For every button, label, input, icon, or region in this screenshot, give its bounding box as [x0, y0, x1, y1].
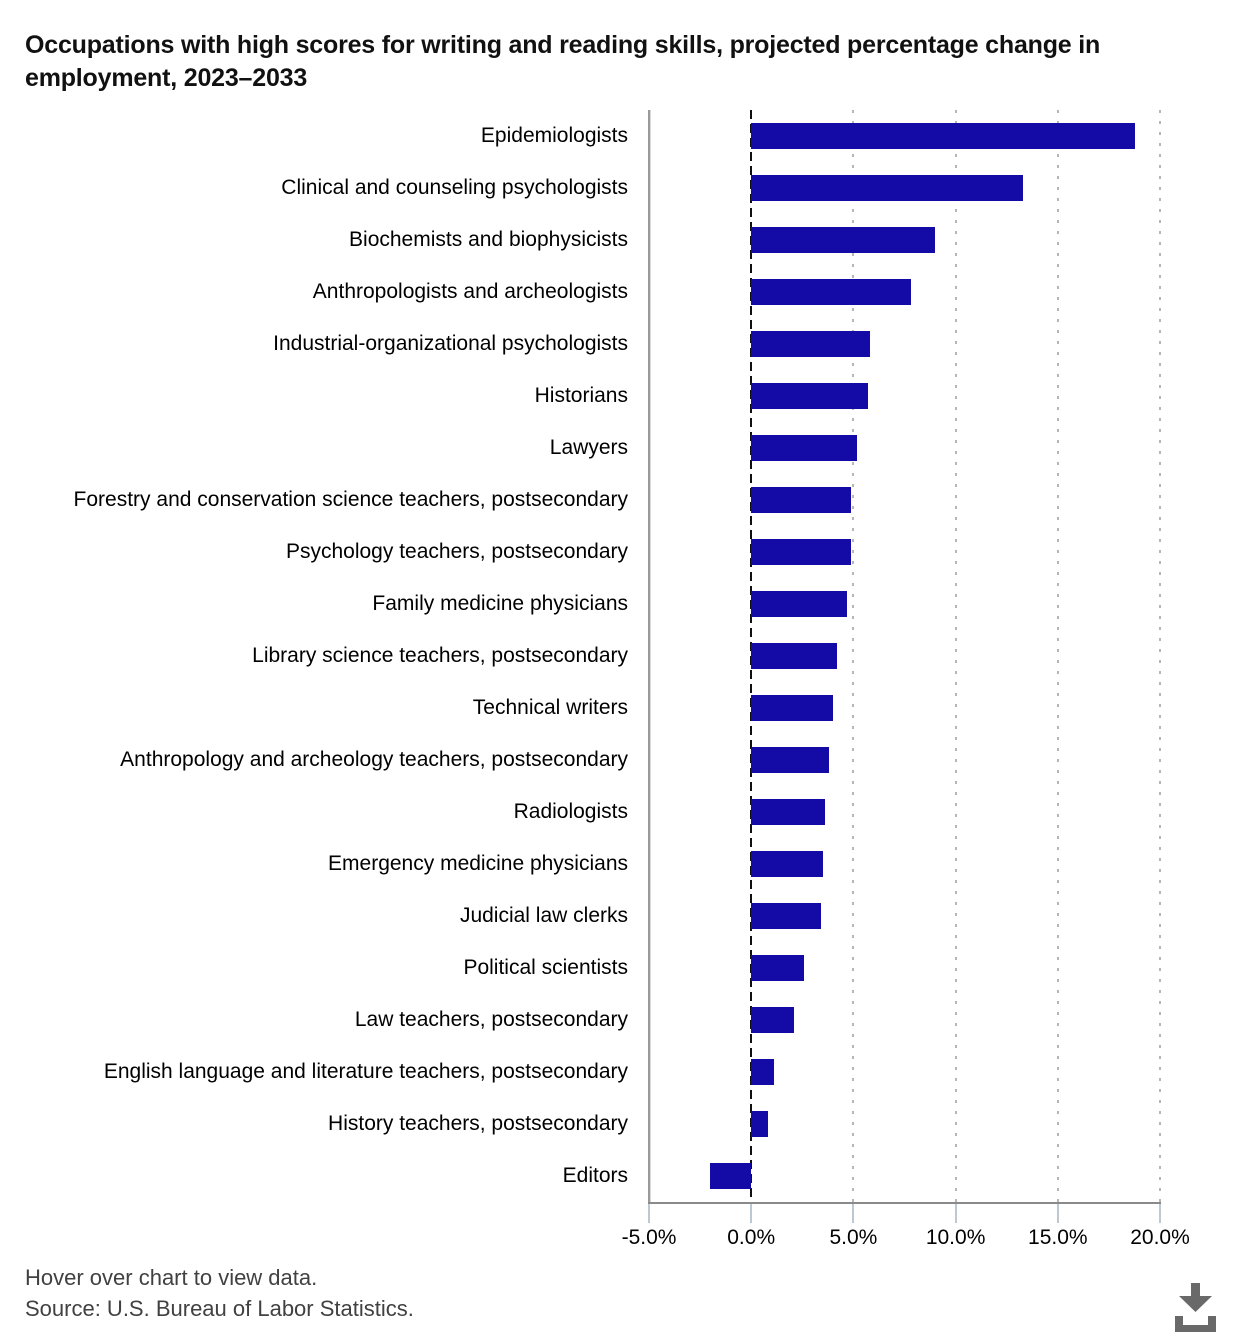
x-tick-mark [750, 1204, 753, 1223]
category-label: Editors [562, 1164, 628, 1187]
bar[interactable] [751, 1111, 768, 1137]
download-icon [1175, 1283, 1216, 1332]
bar[interactable] [751, 383, 868, 409]
category-label: History teachers, postsecondary [328, 1112, 628, 1135]
category-label: Clinical and counseling psychologists [281, 176, 628, 199]
bar[interactable] [751, 799, 825, 825]
bar[interactable] [710, 1163, 752, 1189]
bar[interactable] [751, 851, 823, 877]
bar[interactable] [751, 331, 870, 357]
bar[interactable] [751, 539, 852, 565]
x-tick-mark [954, 1204, 957, 1223]
bar[interactable] [751, 487, 852, 513]
gridline-10 [954, 110, 957, 1202]
x-tick-label: 5.0% [829, 1226, 878, 1249]
category-label: English language and literature teachers… [103, 1060, 628, 1083]
download-button[interactable] [1170, 1280, 1222, 1332]
x-tick-label: 20.0% [1130, 1226, 1190, 1249]
x-tick-mark [1056, 1204, 1059, 1223]
bar[interactable] [751, 955, 805, 981]
bar[interactable] [751, 591, 848, 617]
footer-hover-note: Hover over chart to view data. [25, 1265, 318, 1290]
bar[interactable] [751, 695, 833, 721]
x-tick-label: 0.0% [727, 1226, 776, 1249]
category-label: Epidemiologists [480, 124, 628, 147]
bar[interactable] [751, 279, 911, 305]
category-label: Biochemists and biophysicists [349, 228, 628, 251]
category-label: Anthropologists and archeologists [312, 280, 628, 303]
category-label: Forestry and conservation science teache… [73, 488, 628, 511]
gridline-15 [1056, 110, 1059, 1202]
category-label: Political scientists [463, 956, 628, 979]
bar[interactable] [751, 1007, 795, 1033]
category-label: Lawyers [549, 436, 628, 459]
category-label: Emergency medicine physicians [328, 852, 628, 875]
x-tick-mark [1159, 1204, 1161, 1223]
bar[interactable] [751, 123, 1136, 149]
category-label: Anthropology and archeology teachers, po… [120, 748, 628, 771]
bar[interactable] [751, 643, 838, 669]
bar[interactable] [751, 435, 858, 461]
footer: Hover over chart to view data. Source: U… [25, 1262, 414, 1324]
bar[interactable] [751, 227, 936, 253]
footer-source: Source: U.S. Bureau of Labor Statistics. [25, 1296, 414, 1321]
category-label: Industrial-organizational psychologists [273, 332, 628, 355]
category-label: Family medicine physicians [372, 592, 628, 615]
gridline-20 [1159, 110, 1161, 1202]
category-label: Library science teachers, postsecondary [252, 644, 628, 667]
category-label: Historians [534, 384, 628, 407]
x-tick-mark [852, 1204, 855, 1223]
x-tick-label: -5.0% [621, 1226, 677, 1249]
category-label: Judicial law clerks [459, 904, 628, 927]
bar[interactable] [751, 1059, 774, 1085]
category-label: Psychology teachers, postsecondary [285, 540, 628, 563]
bar[interactable] [751, 175, 1024, 201]
gridline-5 [852, 110, 855, 1202]
category-label: Radiologists [513, 800, 628, 823]
bar[interactable] [751, 747, 829, 773]
x-tick-label: 10.0% [925, 1226, 986, 1249]
y-axis-line [648, 110, 651, 1202]
x-tick-mark [648, 1204, 650, 1223]
x-tick-label: 15.0% [1028, 1226, 1088, 1249]
x-axis-line [648, 1202, 1161, 1204]
page-title: Occupations with high scores for writing… [25, 30, 1101, 92]
category-label: Law teachers, postsecondary [354, 1008, 628, 1031]
category-label: Technical writers [472, 696, 628, 719]
bar[interactable] [751, 903, 821, 929]
